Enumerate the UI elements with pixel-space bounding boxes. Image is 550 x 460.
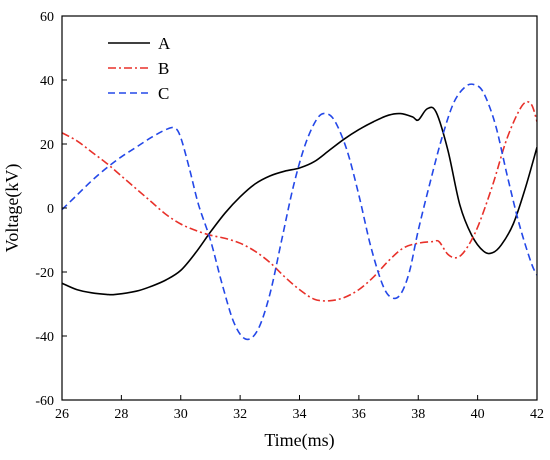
x-tick-label: 42 bbox=[530, 407, 544, 422]
legend-label-c: C bbox=[158, 84, 169, 103]
x-tick-label: 30 bbox=[174, 407, 188, 422]
x-tick-label: 34 bbox=[293, 407, 307, 422]
series-line-c bbox=[62, 83, 537, 341]
legend: ABC bbox=[108, 34, 171, 103]
y-axis: -60 -40 -20 0 20 40 60 bbox=[35, 10, 67, 409]
y-tick-label: -20 bbox=[35, 266, 54, 281]
y-tick-label: 40 bbox=[40, 74, 54, 89]
x-axis-title: Time(ms) bbox=[264, 430, 334, 451]
y-tick-label: -60 bbox=[35, 394, 54, 409]
series-line-b bbox=[62, 100, 537, 302]
y-tick-label: 0 bbox=[47, 202, 54, 217]
x-tick-label: 28 bbox=[114, 407, 128, 422]
y-tick-label: -40 bbox=[35, 330, 54, 345]
legend-label-b: B bbox=[158, 59, 169, 78]
x-axis: 26 28 30 32 34 36 38 40 42 bbox=[55, 395, 544, 422]
x-tick-label: 38 bbox=[411, 407, 425, 422]
x-tick-label: 40 bbox=[471, 407, 485, 422]
series-layer bbox=[62, 83, 537, 341]
x-tick-label: 26 bbox=[55, 407, 69, 422]
plot-frame bbox=[61, 15, 538, 401]
y-tick-label: 20 bbox=[40, 138, 54, 153]
y-tick-label: 60 bbox=[40, 10, 54, 25]
y-axis-title: Voltage(kV) bbox=[2, 164, 23, 253]
legend-label-a: A bbox=[158, 34, 171, 53]
x-tick-label: 32 bbox=[233, 407, 247, 422]
x-tick-label: 36 bbox=[352, 407, 366, 422]
series-line-a bbox=[62, 106, 537, 296]
